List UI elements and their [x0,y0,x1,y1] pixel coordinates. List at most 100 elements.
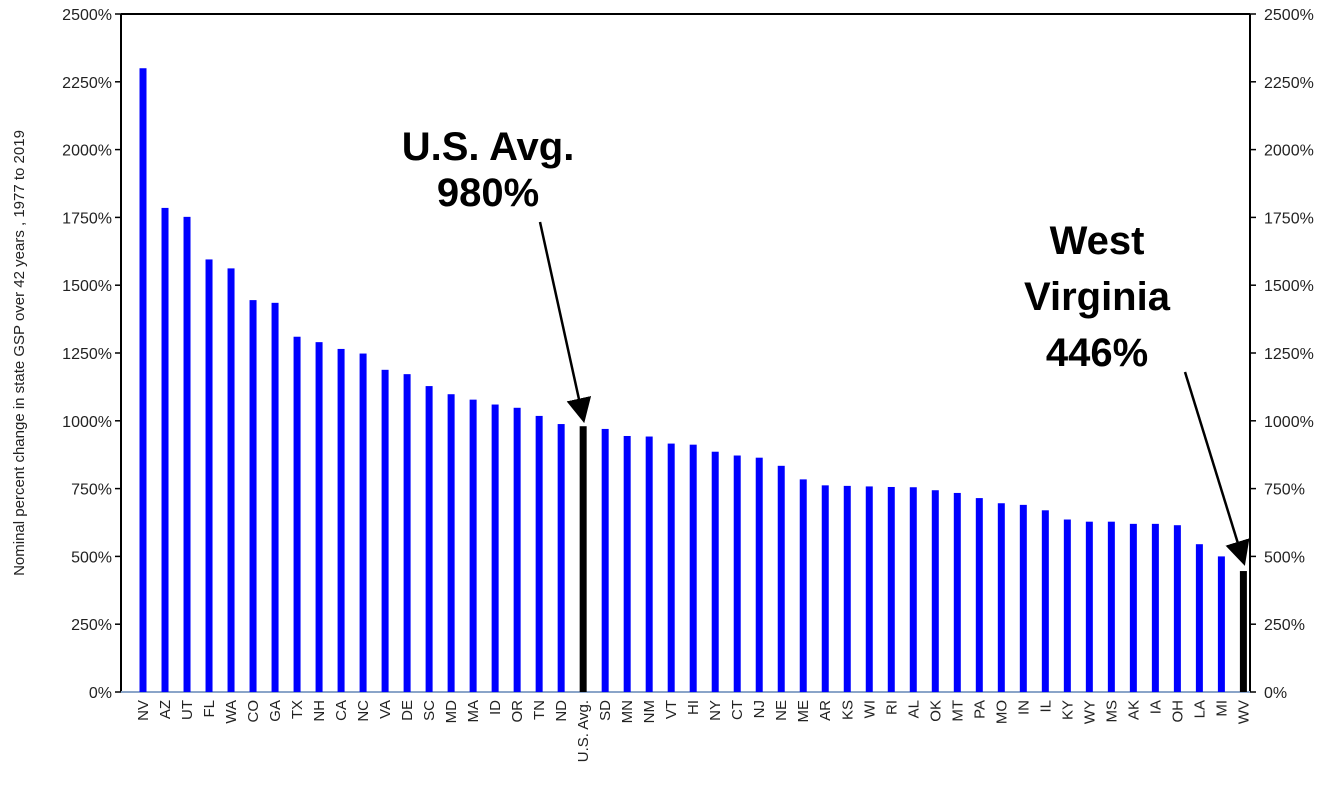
category-label: MO [993,700,1010,724]
category-label: VA [377,700,394,719]
category-label: CA [333,700,350,721]
category-label: NE [773,700,790,721]
category-label: PA [971,700,988,719]
y-tick-label-right: 1750% [1264,210,1314,227]
category-labels: NV AZ UT FL WA CO GA TX NH CA NC VA DE SC MD MA ID OR TN ND… [135,700,1252,762]
category-label: WY [1081,700,1098,724]
category-label: LA [1191,700,1208,718]
bar-az [161,207,169,692]
bar-ia [1151,523,1159,692]
bar-ks [843,485,851,692]
category-label: CO [245,700,262,723]
bar-co [249,300,257,692]
bar-ma [469,399,477,692]
category-label: IA [1147,700,1164,714]
bar-mn [623,435,631,692]
bars [139,68,1247,693]
category-label: NY [707,700,724,721]
category-label: NH [311,700,328,722]
bar-ca [337,348,345,692]
category-label: OK [927,700,944,722]
category-label: GA [267,700,284,722]
bar-tx [293,336,301,692]
bar-or [513,407,521,692]
y-tick-label-right: 1000% [1264,414,1314,431]
bar-ri [887,486,895,692]
y-tick-label-right: 2000% [1264,143,1314,160]
annotation-arrow [1183,371,1250,566]
bar-de [403,374,411,692]
bar-fl [205,259,213,692]
annotation-arrow [538,221,592,424]
category-label: NM [641,700,658,723]
bar-nh [315,342,323,692]
category-label: IL [1037,700,1054,713]
bar-al [909,487,917,692]
y-tick-label-left: 500% [71,549,112,566]
y-tick-label-left: 2000% [62,143,112,160]
category-label: AL [905,700,922,718]
bar-hi [689,444,697,692]
bar-id [491,404,499,692]
y-axis-label: Nominal percent change in state GSP over… [11,130,28,576]
category-label: ND [553,700,570,722]
bar-me [799,479,807,692]
bar-la [1195,544,1203,692]
category-label: MD [443,700,460,723]
bar-nd [557,424,565,692]
y-tick-label-left: 1500% [62,278,112,295]
bar-ak [1129,523,1137,692]
y-tick-label-right: 1500% [1264,278,1314,295]
bar-ms [1107,521,1115,692]
category-label: NJ [751,700,768,718]
category-label: CT [729,700,746,720]
bar-wv [1239,571,1247,692]
category-label: NC [355,700,372,722]
category-label: FL [201,700,218,718]
y-tick-label-right: 2500% [1264,7,1314,24]
annotation-text: West [1050,219,1145,263]
bar-sc [425,386,433,692]
y-tick-label-left: 2250% [62,75,112,92]
bar-ga [271,302,279,692]
bar-ne [777,465,785,692]
bar-md [447,394,455,692]
category-label: UT [179,700,196,720]
category-label: ME [795,700,812,723]
y-tick-label-left: 2500% [62,7,112,24]
y-tick-label-left: 0% [89,685,112,702]
annotation-text: Virginia [1024,275,1171,319]
bar-ut [183,216,191,692]
category-label: TN [531,700,548,720]
y-tick-label-right: 750% [1264,482,1305,499]
bar-nv [139,68,147,693]
y-axis-ticks: 0% 0% 250% 250% 500% 500% 750% 750% 1000% 1000% 12… [62,7,1314,702]
bar-nc [359,353,367,692]
category-label: RI [883,700,900,715]
category-label: OH [1169,700,1186,723]
category-label: WV [1235,700,1252,724]
y-tick-label-right: 250% [1264,617,1305,634]
bar-ar [821,485,829,692]
bar-pa [975,498,983,692]
category-label: AZ [157,700,174,719]
bar-sd [601,428,609,692]
bar-in [1019,504,1027,692]
category-label: NV [135,700,152,721]
category-label: VT [663,700,680,719]
y-tick-label-left: 250% [71,617,112,634]
category-label: AK [1125,700,1142,720]
category-label: OR [509,700,526,723]
bar-va [381,369,389,692]
category-label: KS [839,700,856,720]
bar-wy [1085,521,1093,692]
bar-mo [997,503,1005,692]
annotation-text: 446% [1046,331,1148,375]
bar-mi [1217,556,1225,692]
bar-wi [865,486,873,692]
bar-nj [755,457,763,692]
bar-nm [645,436,653,692]
y-tick-label-right: 1250% [1264,346,1314,363]
category-label: SC [421,700,438,721]
